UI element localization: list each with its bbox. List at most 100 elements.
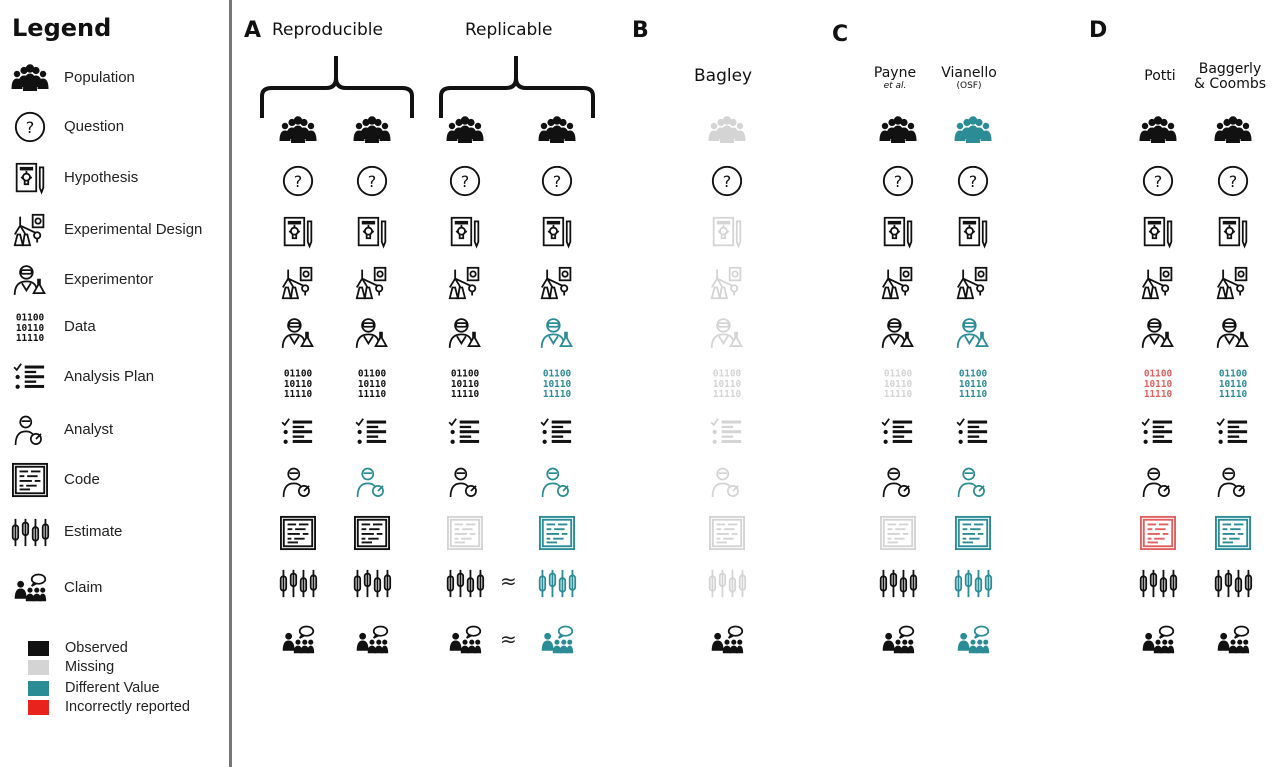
group-label-replicable: Replicable	[465, 20, 553, 40]
svg-text:10110: 10110	[884, 379, 913, 390]
plan-icon	[1135, 410, 1181, 454]
hypothesis-icon	[349, 210, 395, 254]
hypothesis-icon	[704, 210, 750, 254]
svg-text:?: ?	[723, 172, 732, 191]
design-icon	[8, 208, 52, 252]
panel-letter-a: A	[244, 18, 262, 43]
svg-text:11110: 11110	[451, 389, 480, 399]
analyst-icon	[1210, 460, 1256, 504]
column-head-payne-sub: et al.	[883, 81, 907, 91]
estimate-icon	[950, 561, 996, 605]
data-icon: 01100 10110 11110	[875, 361, 921, 405]
hypothesis-icon	[875, 210, 921, 254]
data-icon: 01100 10110 11110	[442, 361, 488, 405]
design-icon	[1135, 261, 1181, 305]
svg-text:11110: 11110	[959, 389, 988, 399]
population-icon	[1135, 108, 1181, 152]
code-icon	[534, 511, 580, 555]
question-icon: ?	[275, 159, 321, 203]
analyst-icon	[442, 460, 488, 504]
analyst-icon	[349, 460, 395, 504]
claim-icon	[704, 618, 750, 662]
brace-replicable	[439, 56, 595, 118]
svg-text:?: ?	[26, 118, 35, 137]
data-icon: 01100 10110 11110	[275, 361, 321, 405]
design-icon	[534, 261, 580, 305]
svg-text:10110: 10110	[1144, 379, 1173, 390]
svg-text:11110: 11110	[713, 389, 742, 399]
svg-text:10110: 10110	[358, 379, 387, 390]
population-icon	[349, 108, 395, 152]
code-icon	[349, 511, 395, 555]
legend-item-design: Experimental Design	[8, 208, 230, 252]
legend-item-label: Data	[64, 318, 96, 335]
estimate-icon	[8, 510, 52, 554]
experimenter-icon	[950, 311, 996, 355]
legend-item-estimate: Estimate	[8, 510, 230, 554]
experimenter-icon	[275, 311, 321, 355]
claim-icon	[875, 618, 921, 662]
hypothesis-icon	[275, 210, 321, 254]
svg-text:?: ?	[1154, 172, 1163, 191]
svg-text:01100: 01100	[959, 368, 988, 379]
legend-item-label: Hypothesis	[64, 169, 139, 186]
column-head-baggerly-name: Baggerly	[1198, 61, 1262, 77]
svg-text:01100: 01100	[451, 368, 480, 379]
population-icon	[8, 56, 52, 100]
question-icon: ?	[1210, 159, 1256, 203]
design-icon	[950, 261, 996, 305]
question-icon: ?	[950, 159, 996, 203]
svg-text:01100: 01100	[713, 368, 742, 379]
legend-item-analyst: Analyst	[8, 408, 230, 452]
hypothesis-icon	[534, 210, 580, 254]
svg-text:?: ?	[461, 172, 470, 191]
analyst-icon	[8, 408, 52, 452]
legend-item-population: Population	[8, 56, 230, 100]
legend-item-label: Experimentor	[64, 271, 154, 288]
plan-icon	[534, 410, 580, 454]
legend-item-label: Analyst	[64, 421, 114, 438]
claim-icon	[349, 618, 395, 662]
column-head-bagley: Bagley	[694, 66, 753, 86]
code-icon	[950, 511, 996, 555]
claim-icon	[1135, 618, 1181, 662]
plan-icon	[442, 410, 488, 454]
design-icon	[875, 261, 921, 305]
svg-text:11110: 11110	[16, 333, 45, 343]
svg-text:10110: 10110	[1219, 379, 1248, 390]
svg-text:11110: 11110	[284, 389, 313, 399]
legend-item-label: Estimate	[64, 523, 123, 540]
svg-text:01100: 01100	[1144, 368, 1173, 379]
experimenter-icon	[534, 311, 580, 355]
svg-text:01100: 01100	[16, 312, 45, 323]
svg-text:11110: 11110	[543, 389, 572, 399]
data-icon: 01100 10110 11110	[534, 361, 580, 405]
plan-icon	[950, 410, 996, 454]
status-swatch	[28, 681, 49, 696]
column-head-payne: Payne et al.	[872, 66, 918, 92]
svg-text:10110: 10110	[543, 379, 572, 390]
legend-item-label: Code	[64, 471, 100, 488]
claim-icon	[1210, 618, 1256, 662]
question-icon: ?	[349, 159, 395, 203]
claim-icon	[275, 618, 321, 662]
data-icon: 01100 10110 11110	[1210, 361, 1256, 405]
svg-text:10110: 10110	[959, 379, 988, 390]
column-head-baggerly-name-2: & Coombs	[1193, 76, 1267, 92]
question-icon: ?	[442, 159, 488, 203]
analyst-icon	[534, 460, 580, 504]
code-icon	[704, 511, 750, 555]
analyst-icon	[950, 460, 996, 504]
population-icon	[875, 108, 921, 152]
svg-text:11110: 11110	[1219, 389, 1248, 399]
svg-text:?: ?	[894, 172, 903, 191]
column-head-vianello: Vianello (OSF)	[939, 66, 999, 92]
population-icon	[275, 108, 321, 152]
legend-item-plan: Analysis Plan	[8, 355, 230, 399]
svg-text:01100: 01100	[543, 368, 572, 379]
svg-text:10110: 10110	[16, 323, 45, 334]
legend-item-experimenter: Experimentor	[8, 258, 230, 302]
analyst-icon	[1135, 460, 1181, 504]
column-head-potti-name: Potti	[1144, 68, 1176, 84]
panel-letter-d: D	[1089, 18, 1108, 43]
